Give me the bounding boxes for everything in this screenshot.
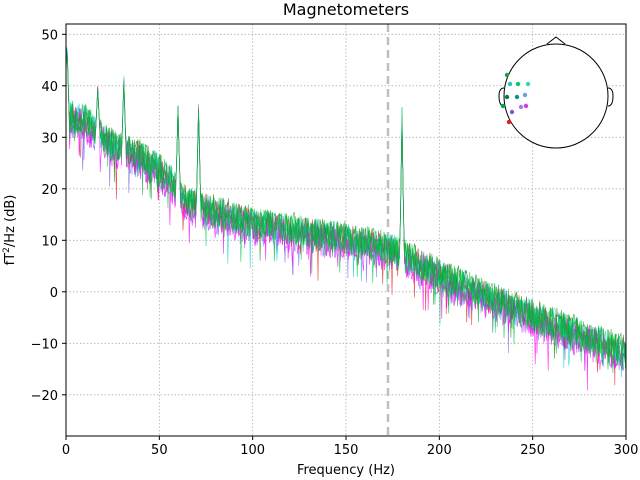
sensor-dot <box>504 94 510 100</box>
y-tick-label: 10 <box>41 234 58 249</box>
psd-trace <box>65 51 627 374</box>
sensor-dot <box>509 109 515 115</box>
x-tick-label: 200 <box>427 443 452 458</box>
plot-area <box>65 23 627 437</box>
y-axis-ticks: −20 −10 0 10 20 30 40 50 <box>31 28 66 404</box>
head-right-ear <box>607 87 614 107</box>
sensor-dot <box>514 94 520 100</box>
x-axis-ticks: 0 50 100 150 200 250 300 <box>62 436 639 458</box>
x-tick-label: 0 <box>62 443 70 458</box>
psd-trace <box>65 51 627 363</box>
y-tick-label: 50 <box>41 28 58 43</box>
y-axis-label-rest: /Hz (dB) <box>3 195 18 247</box>
sensor-dot <box>523 103 529 109</box>
chart-title: Magnetometers <box>283 0 409 19</box>
y-tick-label: 30 <box>41 131 58 146</box>
sensor-dot <box>518 104 524 110</box>
y-tick-label: −10 <box>31 337 58 352</box>
y-tick-label: −20 <box>31 389 58 404</box>
y-tick-label: 0 <box>50 286 58 301</box>
x-tick-label: 300 <box>614 443 639 458</box>
sensor-dot <box>525 81 531 87</box>
sensor-dot <box>515 81 521 87</box>
sensor-dot <box>522 92 528 98</box>
sensor-dot <box>500 103 506 109</box>
y-axis-label-sup: 2 <box>2 247 12 253</box>
sensor-layout-inset <box>498 36 614 149</box>
sensor-dots <box>500 72 531 125</box>
x-tick-label: 50 <box>151 443 168 458</box>
psd-trace <box>65 52 627 371</box>
x-axis-label: Frequency (Hz) <box>297 463 395 478</box>
y-tick-label: 40 <box>41 80 58 95</box>
psd-traces <box>65 47 627 391</box>
head-outline <box>503 43 609 149</box>
x-tick-label: 250 <box>520 443 545 458</box>
x-tick-label: 150 <box>334 443 359 458</box>
sensor-dot <box>507 81 513 87</box>
y-tick-label: 20 <box>41 183 58 198</box>
y-axis-label-base: fT <box>3 253 18 266</box>
y-axis-label: fT2/Hz (dB) <box>2 195 18 266</box>
head-nose <box>546 36 566 45</box>
sensor-dot <box>504 72 510 78</box>
sensor-dot <box>506 119 512 125</box>
x-tick-label: 100 <box>240 443 265 458</box>
